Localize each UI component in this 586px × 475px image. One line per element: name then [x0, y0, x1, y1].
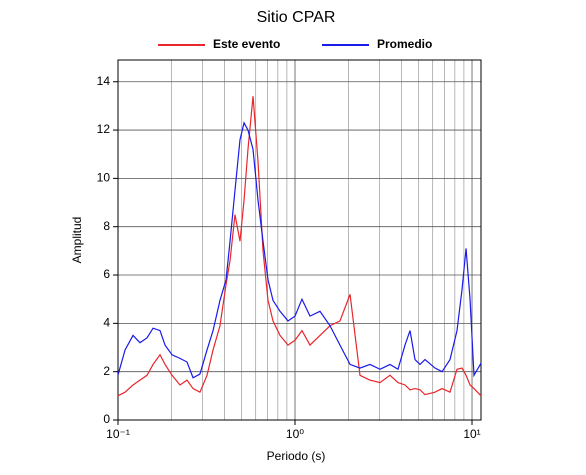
y-tick-label: 2: [103, 364, 110, 378]
x-tick-label: 10⁻¹: [106, 427, 130, 441]
y-tick-label: 10: [97, 171, 111, 185]
y-tick-label: 12: [97, 122, 111, 136]
plot-frame: [117, 59, 482, 421]
legend-label: Este evento: [213, 37, 280, 51]
y-tick-label: 6: [103, 267, 110, 281]
y-tick-label: 8: [103, 219, 110, 233]
y-tick-label: 14: [97, 74, 111, 88]
x-tick-label: 10¹: [463, 427, 480, 441]
y-tick-label: 4: [103, 316, 110, 330]
x-tick-label: 10⁰: [286, 427, 304, 441]
data-line: [117, 96, 482, 397]
y-tick-label: 0: [103, 412, 110, 426]
data-line: [117, 121, 482, 379]
legend-label: Promedio: [377, 37, 432, 51]
x-axis-label: Periodo (s): [267, 449, 326, 463]
chart-title: Sitio CPAR: [257, 9, 336, 26]
y-axis-label: Amplitud: [70, 217, 84, 264]
